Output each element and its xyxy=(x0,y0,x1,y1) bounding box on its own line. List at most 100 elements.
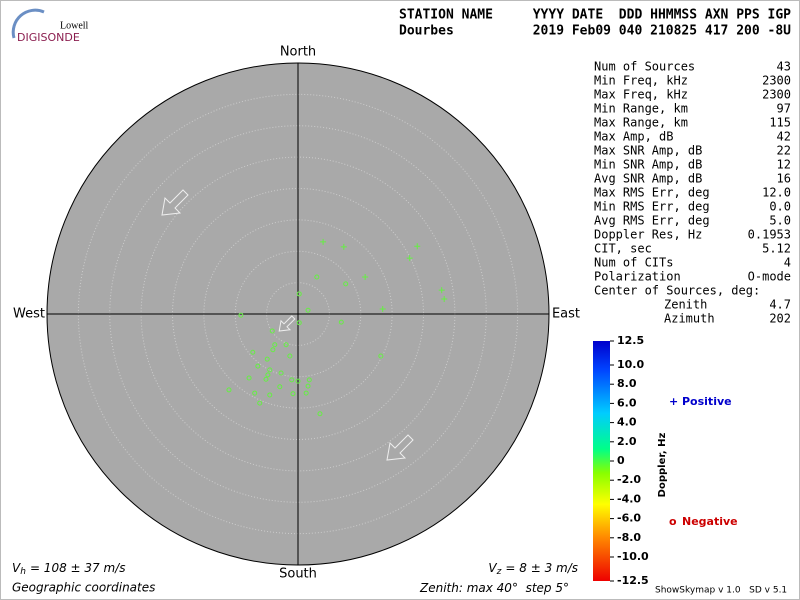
source-point xyxy=(340,243,347,250)
source-point xyxy=(265,372,271,378)
source-point xyxy=(257,400,263,406)
source-point xyxy=(343,281,349,287)
source-point xyxy=(267,367,273,373)
colorbar-tick-label: 2.0 xyxy=(617,435,637,448)
colorbar-tick-label: -10.0 xyxy=(617,550,649,563)
colorbar-tick-label: -4.0 xyxy=(617,492,641,505)
stat-value: 202 xyxy=(769,312,791,326)
colorbar-tick-label: -12.5 xyxy=(617,574,649,587)
source-point xyxy=(305,307,311,313)
source-point xyxy=(414,243,421,250)
source-point xyxy=(278,370,284,376)
source-point xyxy=(295,378,301,384)
stat-value: 97 xyxy=(777,102,791,116)
stat-value: 12.0 xyxy=(762,186,791,200)
stat-label: Doppler Res, Hz xyxy=(594,228,702,242)
zt: 5 xyxy=(555,581,563,595)
zt: ° step xyxy=(512,581,555,595)
legend-entry: Negative xyxy=(682,515,738,528)
source-point xyxy=(269,328,275,334)
source-point xyxy=(238,312,244,318)
stat-label: Avg SNR Amp, dB xyxy=(594,172,702,186)
header: YYYY DATE DDD HHMMSS AXN PPS IGP xyxy=(533,8,791,23)
source-point xyxy=(362,273,369,280)
source-point xyxy=(314,274,320,280)
stat-label: Avg RMS Err, deg xyxy=(594,214,710,228)
logo-swoosh xyxy=(11,8,45,39)
stat-label: Max SNR Amp, dB xyxy=(594,144,702,158)
stat-label: Max Range, km xyxy=(594,116,688,130)
stat-value: 43 xyxy=(777,60,791,74)
source-point xyxy=(264,356,270,362)
source-point xyxy=(250,349,256,355)
stat-label: Max Amp, dB xyxy=(594,130,673,144)
stat-value: 2300 xyxy=(762,74,791,88)
stat-value: 12 xyxy=(777,158,791,172)
colorbar-tick-label: -2.0 xyxy=(617,473,641,486)
vh-text: = 108 ± 37 m/s xyxy=(30,561,126,575)
version: ShowSkymap v 1.0 SD v 5.1 xyxy=(655,586,787,596)
stat-label: Min SNR Amp, dB xyxy=(594,158,702,172)
colorbar-label: Doppler, Hz xyxy=(657,433,668,498)
header: 2019 Feb09 040 210825 417 200 -8U xyxy=(533,24,791,39)
stat-label: Max Freq, kHz xyxy=(594,88,688,102)
source-point xyxy=(277,384,283,390)
header: STATION NAME xyxy=(399,8,493,23)
stat-value: 5.0 xyxy=(769,214,791,228)
stat-value: 42 xyxy=(777,130,791,144)
colorbar-tick-label: 8.0 xyxy=(617,377,637,390)
source-point xyxy=(317,411,323,417)
source-point xyxy=(296,291,302,297)
stat-value: 22 xyxy=(777,144,791,158)
stat-value: 115 xyxy=(769,116,791,130)
source-point xyxy=(252,390,258,396)
velocity-arrow xyxy=(161,189,189,216)
vz: Vz = 8 ± 3 m/s xyxy=(488,561,578,577)
stat-value: 0.1953 xyxy=(748,228,791,242)
direction: West xyxy=(13,307,45,322)
logo-top: Lowell xyxy=(60,20,89,31)
source-point xyxy=(267,392,273,398)
vh: Vh = 108 ± 37 m/s xyxy=(12,561,125,577)
source-point xyxy=(226,387,232,393)
source-point xyxy=(270,347,276,353)
source-point xyxy=(296,320,302,326)
colorbar-tick-label: 6.0 xyxy=(617,396,637,409)
stat-value: 2300 xyxy=(762,88,791,102)
source-point xyxy=(441,295,448,302)
source-point xyxy=(320,238,327,245)
vh-sub: h xyxy=(20,567,26,577)
vh-symbol: V xyxy=(12,561,21,575)
velocity-arrow xyxy=(278,315,296,332)
colorbar-tick-label: -8.0 xyxy=(617,531,641,544)
zenith-text: Zenith: max 40° step 5° xyxy=(419,581,569,595)
source-point xyxy=(255,363,261,369)
direction: East xyxy=(552,307,580,322)
velocity-arrow xyxy=(386,434,414,461)
source-point xyxy=(406,255,413,262)
header: Dourbes xyxy=(399,24,454,39)
source-point xyxy=(378,353,384,359)
stat-value: 16 xyxy=(777,172,791,186)
stat-label: Min RMS Err, deg xyxy=(594,200,710,214)
direction: South xyxy=(279,567,317,582)
stat-label: CIT, sec xyxy=(594,242,652,256)
source-point xyxy=(303,390,309,396)
logo-bottom: DIGISONDE xyxy=(17,31,80,44)
source-point xyxy=(263,376,269,382)
stat-label: Zenith xyxy=(664,298,707,312)
colorbar-tick-label: 12.5 xyxy=(617,334,644,347)
stat-label: Min Freq, kHz xyxy=(594,74,688,88)
legend-entry: Positive xyxy=(682,395,732,408)
zt: 40 xyxy=(497,581,513,595)
source-point xyxy=(289,377,295,383)
stat-label: Num of Sources xyxy=(594,60,695,74)
vz-text: = 8 ± 3 m/s xyxy=(505,561,578,575)
coords: Geographic coordinates xyxy=(12,581,155,595)
stat-value: 4.7 xyxy=(769,298,791,312)
stat-value: 4 xyxy=(784,256,791,270)
source-point xyxy=(287,353,293,359)
colorbar-tick-label: -6.0 xyxy=(617,512,641,525)
legend-marker: o xyxy=(669,515,677,528)
